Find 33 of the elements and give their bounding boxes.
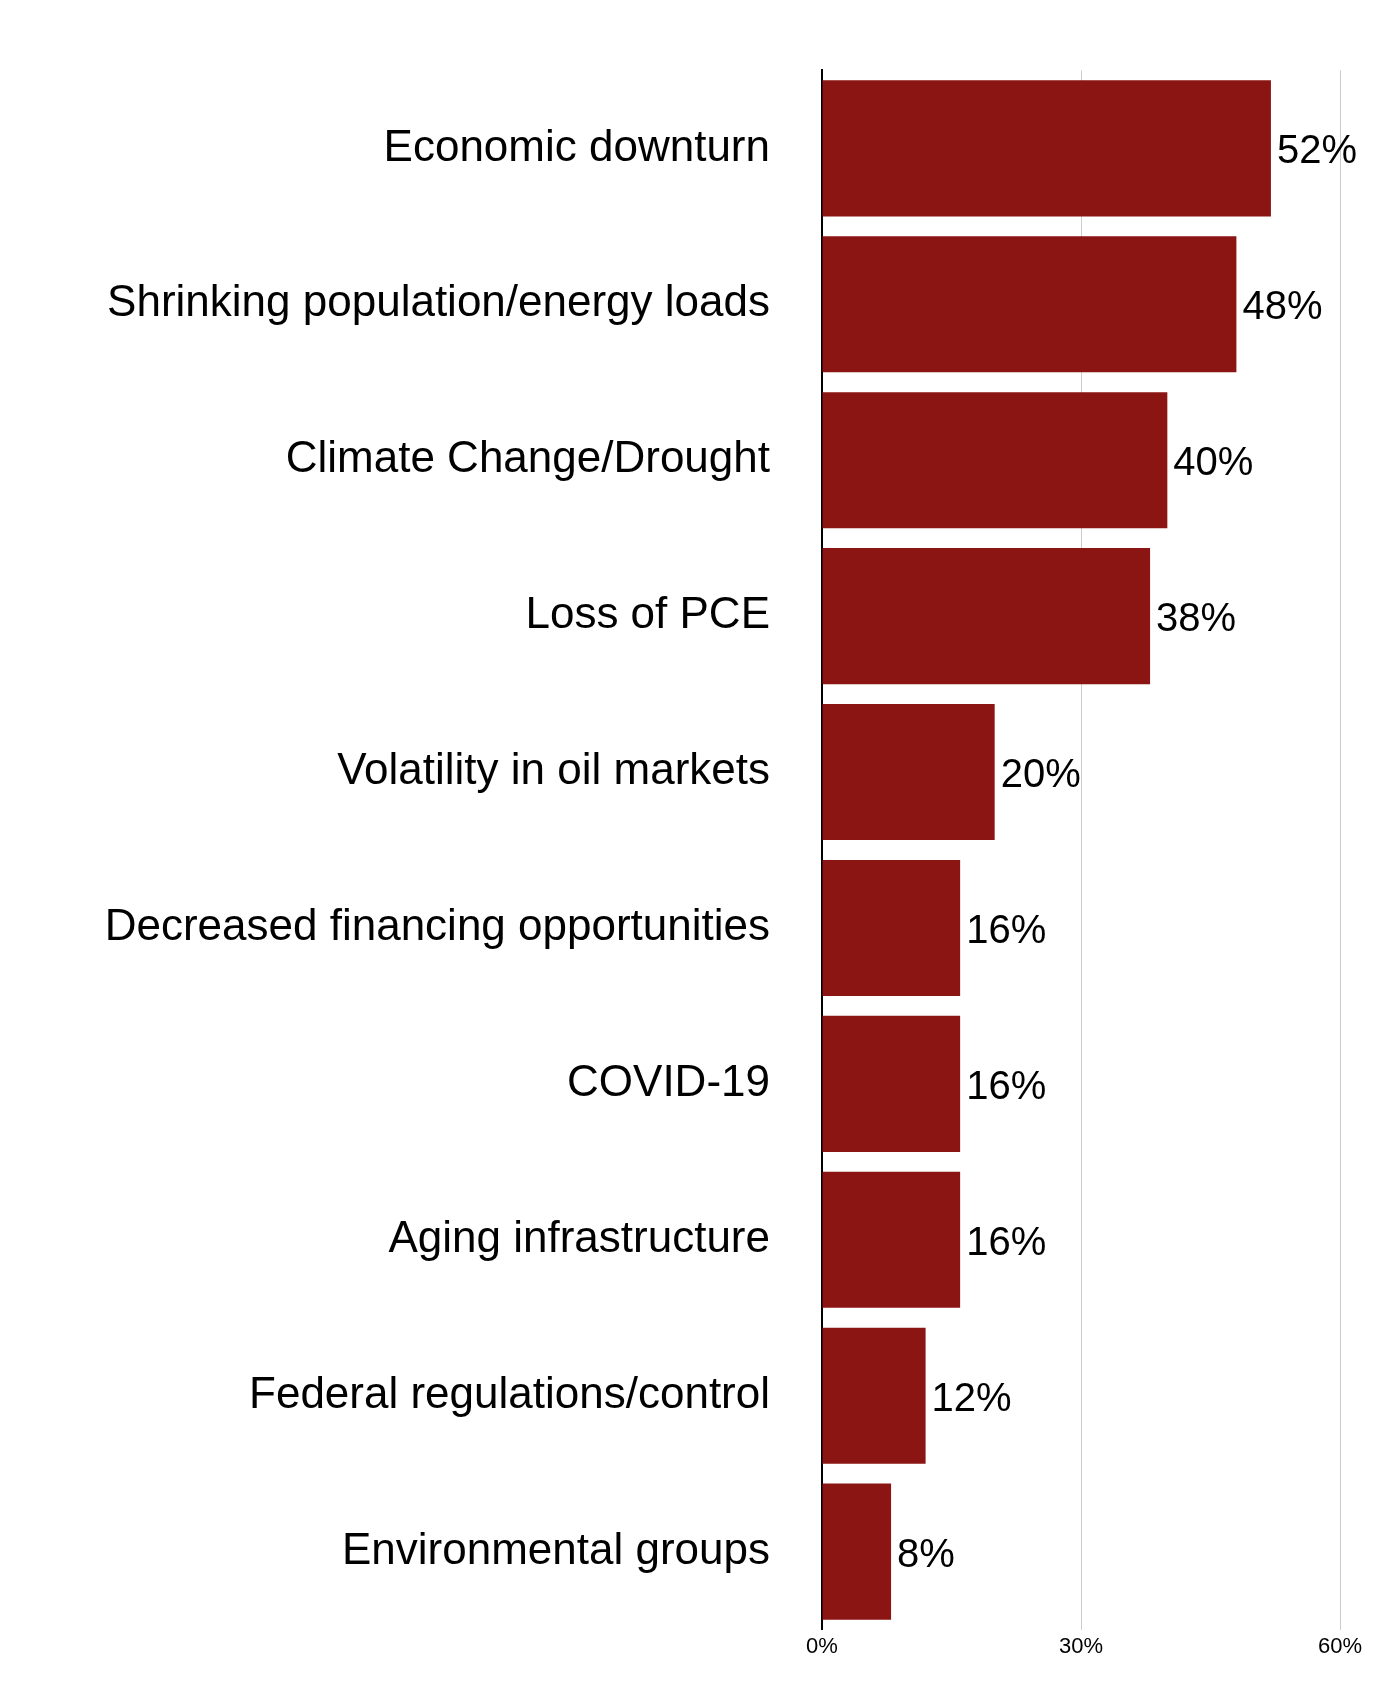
y-tick-label: Climate Change/Drought	[285, 432, 770, 482]
bar	[822, 1171, 961, 1308]
data-label: 48%	[1242, 283, 1323, 328]
data-label: 52%	[1276, 127, 1357, 172]
y-tick-label: Volatility in oil markets	[337, 744, 770, 794]
bar	[822, 236, 1237, 373]
data-label: 38%	[1156, 595, 1237, 640]
data-label: 16%	[966, 1218, 1047, 1263]
y-tick-label: COVID-19	[567, 1056, 770, 1106]
bar	[822, 859, 961, 997]
y-tick-label: Loss of PCE	[525, 588, 770, 638]
y-tick-label: Environmental groups	[341, 1523, 770, 1573]
data-label: 12%	[931, 1374, 1012, 1419]
bar	[822, 1327, 926, 1464]
y-tick-label: Decreased financing opportunities	[104, 900, 770, 950]
bar	[822, 392, 1168, 529]
y-tick-label: Federal regulations/control	[249, 1367, 770, 1417]
data-label: 8%	[897, 1530, 955, 1575]
y-tick-label: Shrinking population/energy loads	[107, 276, 770, 326]
y-tick-label: Economic downturn	[383, 120, 770, 170]
y-tick-label: Aging infrastructure	[388, 1211, 770, 1261]
data-label: 16%	[966, 1062, 1047, 1107]
bar	[822, 1015, 961, 1152]
data-label: 40%	[1173, 439, 1254, 484]
x-tick-label: 0%	[806, 1632, 838, 1658]
data-label: 20%	[1000, 751, 1081, 796]
data-label: 16%	[966, 906, 1047, 951]
bar	[822, 703, 995, 841]
bar	[822, 548, 1151, 685]
bar	[822, 1483, 892, 1620]
bar	[822, 80, 1271, 217]
x-tick-label: 60%	[1317, 1632, 1363, 1658]
x-tick-label: 30%	[1058, 1632, 1104, 1658]
